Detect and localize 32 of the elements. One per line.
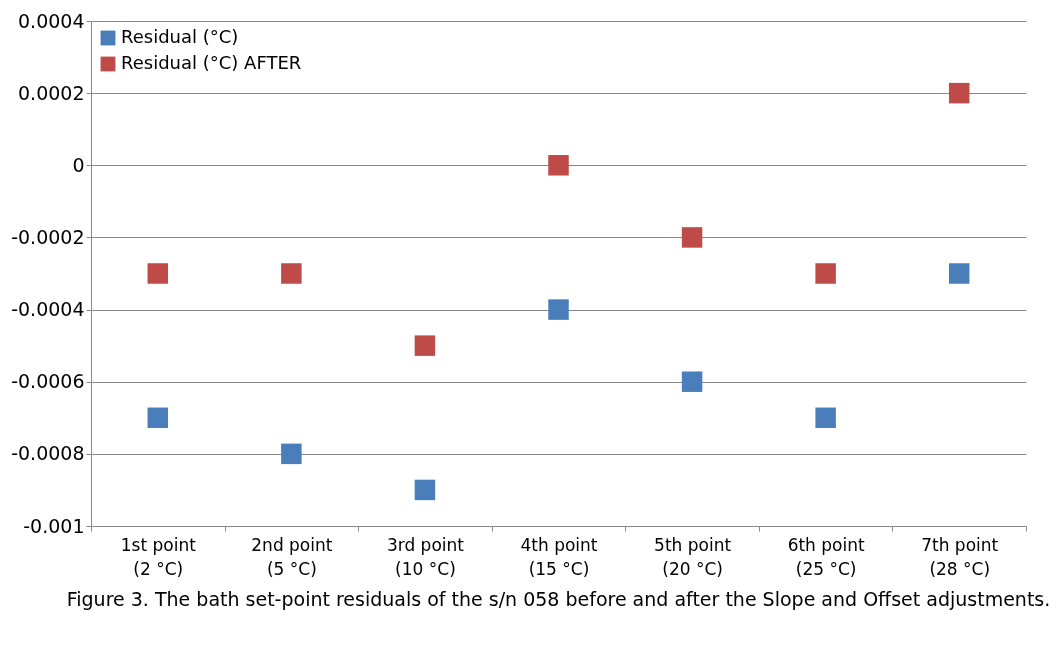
point bbox=[414, 335, 436, 356]
y-tick-label: 0.0002 bbox=[18, 81, 85, 104]
x-tick-label: 2nd point (5 °C) bbox=[251, 534, 333, 579]
x-tick-label: 5th point (20 °C) bbox=[654, 534, 732, 579]
y-tick-label: -0.001 bbox=[23, 514, 85, 537]
point bbox=[548, 155, 569, 176]
point bbox=[815, 263, 836, 284]
x-tick-label: 7th point (28 °C) bbox=[921, 534, 999, 579]
point bbox=[147, 407, 169, 429]
y-tick-label: -0.0004 bbox=[11, 298, 85, 321]
point bbox=[548, 299, 569, 320]
point bbox=[681, 227, 703, 248]
y-tick-label: 0.0004 bbox=[18, 9, 85, 32]
point bbox=[948, 82, 970, 104]
x-tick-label: 3rd point (10 °C) bbox=[386, 534, 465, 579]
point bbox=[281, 263, 302, 284]
caption: Figure 3. The bath set-point residuals of the s/n 058 before and after the Slope and Offset adjustments. bbox=[66, 588, 1051, 610]
point bbox=[815, 407, 836, 429]
x-tick-label: 4th point (15 °C) bbox=[520, 534, 598, 579]
y-tick-label: -0.0006 bbox=[11, 370, 85, 393]
x-tick-label: 6th point (25 °C) bbox=[787, 534, 865, 579]
point bbox=[281, 443, 302, 465]
y-tick-label: 0 bbox=[72, 153, 85, 176]
point bbox=[414, 479, 436, 501]
x-tick-label: 1st point (2 °C) bbox=[120, 534, 197, 579]
legend-label: Residual (°C) bbox=[121, 26, 239, 47]
y-tick-label: -0.0002 bbox=[11, 225, 85, 248]
point bbox=[147, 263, 169, 284]
legend-label: Residual (°C) AFTER bbox=[121, 52, 302, 73]
point bbox=[681, 371, 703, 392]
y-tick-label: -0.0008 bbox=[11, 442, 85, 465]
point bbox=[948, 263, 970, 284]
